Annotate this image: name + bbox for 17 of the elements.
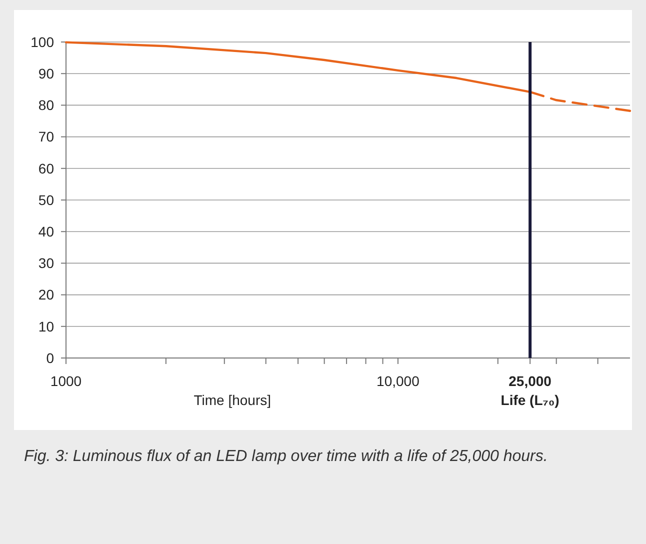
y-tick-label: 70	[38, 128, 54, 145]
ref-line-label: Life (L₇₀)	[500, 392, 560, 408]
x-axis-title: Time [hours]	[194, 392, 272, 408]
y-tick-label: 80	[38, 97, 54, 114]
caption: Fig. 3: Luminous flux of an LED lamp over time with a life of 25,000 hours.	[24, 447, 549, 467]
y-tick-label: 0	[46, 350, 54, 366]
y-tick-label: 10	[38, 318, 54, 334]
y-tick-label: 60	[38, 160, 54, 176]
y-tick-label: 20	[38, 286, 54, 303]
y-tick-label: 30	[38, 255, 54, 272]
x-tick-label: 1000	[50, 373, 82, 389]
y-tick-label: 40	[38, 224, 54, 240]
y-tick-label: 50	[38, 192, 54, 208]
x-tick-label: 25,000	[508, 373, 552, 389]
x-tick-label: 10,000	[376, 373, 420, 389]
y-tick-label: 90	[38, 66, 54, 82]
y-tick-label: 100	[30, 34, 54, 50]
